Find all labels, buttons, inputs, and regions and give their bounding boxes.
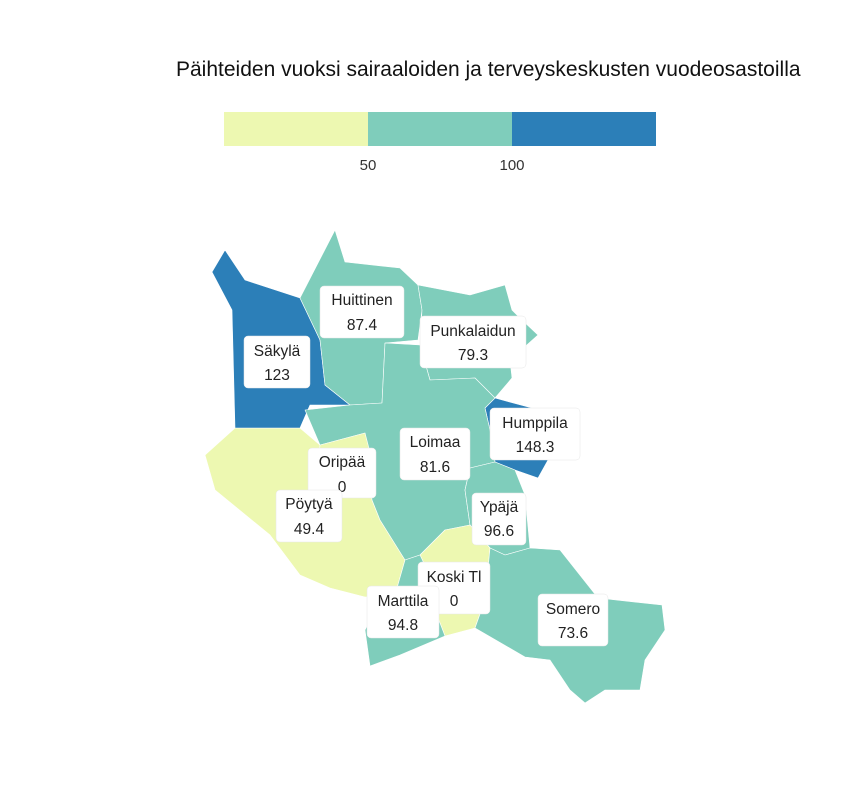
label-ypaja-name: Ypäjä xyxy=(480,499,519,516)
label-humppila-value: 148.3 xyxy=(516,439,555,456)
legend-break-50: 50 xyxy=(360,157,377,174)
label-oripaa: Oripää 0 xyxy=(307,447,377,499)
label-punkalaidun-name: Punkalaidun xyxy=(430,323,515,340)
label-poytya-value: 49.4 xyxy=(294,521,325,538)
label-huittinen-value: 87.4 xyxy=(347,317,378,334)
label-oripaa-value: 0 xyxy=(338,479,347,496)
map-title: Päihteiden vuoksi sairaaloiden ja tervey… xyxy=(176,58,801,81)
label-poytya-name: Pöytyä xyxy=(285,496,333,513)
label-loimaa: Loimaa 81.6 xyxy=(399,427,471,481)
label-poytya: Pöytyä 49.4 xyxy=(275,489,343,543)
legend-bin-high xyxy=(512,112,656,146)
label-punkalaidun-value: 79.3 xyxy=(458,347,488,364)
label-sakyla: Säkylä 123 xyxy=(243,335,311,389)
label-loimaa-value: 81.6 xyxy=(420,459,450,476)
map-labels: Säkylä 123 Huittinen 87.4 Punkalaidun 79… xyxy=(243,285,609,647)
legend-bin-mid xyxy=(368,112,512,146)
label-marttila-name: Marttila xyxy=(378,593,429,610)
label-oripaa-name: Oripää xyxy=(319,454,366,471)
label-koski-name: Koski Tl xyxy=(427,569,482,586)
label-somero: Somero 73.6 xyxy=(537,593,609,647)
label-humppila-name: Humppila xyxy=(502,415,568,432)
label-ypaja: Ypäjä 96.6 xyxy=(471,492,527,546)
label-huittinen: Huittinen 87.4 xyxy=(319,285,405,339)
label-huittinen-name: Huittinen xyxy=(331,292,392,309)
label-ypaja-value: 96.6 xyxy=(484,523,514,540)
label-koski-value: 0 xyxy=(450,593,459,610)
label-sakyla-value: 123 xyxy=(264,367,290,384)
legend-break-100: 100 xyxy=(499,157,524,174)
legend-bin-low xyxy=(224,112,368,146)
label-marttila-value: 94.8 xyxy=(388,617,418,634)
label-marttila: Marttila 94.8 xyxy=(366,585,440,639)
label-punkalaidun: Punkalaidun 79.3 xyxy=(419,315,527,369)
label-humppila: Humppila 148.3 xyxy=(489,407,581,461)
label-loimaa-name: Loimaa xyxy=(410,434,461,451)
label-somero-value: 73.6 xyxy=(558,625,588,642)
legend: 50 100 xyxy=(224,112,656,174)
label-somero-name: Somero xyxy=(546,601,600,618)
label-sakyla-name: Säkylä xyxy=(254,343,301,360)
